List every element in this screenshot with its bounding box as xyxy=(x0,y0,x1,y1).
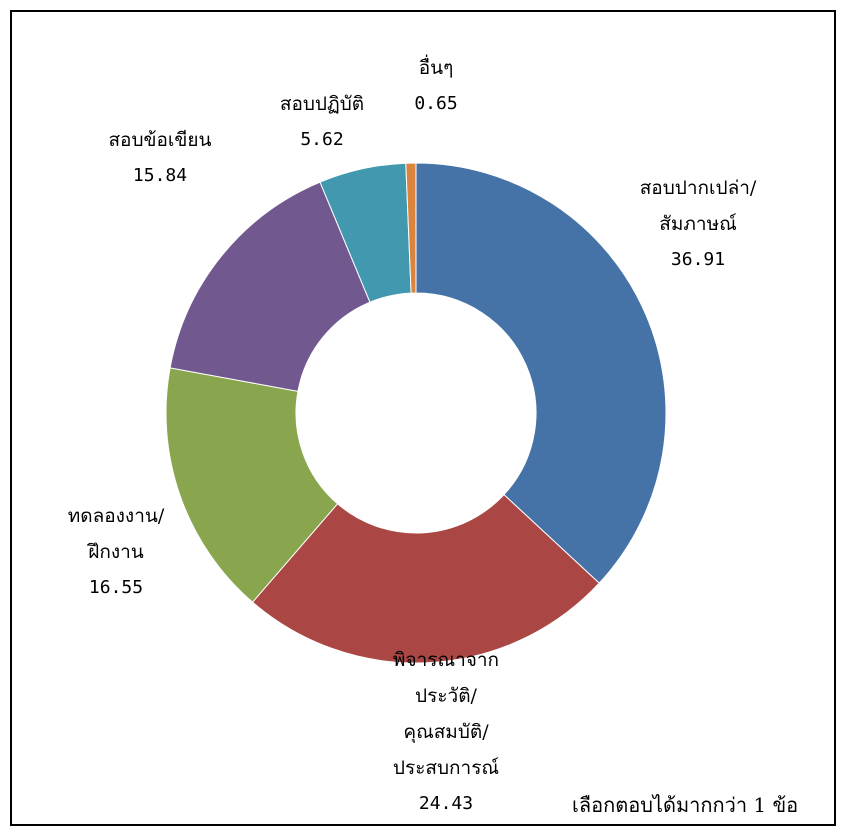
data-label-3-line-1: ทดลองงาน/ xyxy=(67,505,165,527)
data-label-2-line-3: คุณสมบัติ/ xyxy=(403,721,489,743)
data-label-4: สอบข้อเขียน 15.84 xyxy=(108,122,211,194)
donut-slice-1 xyxy=(415,162,667,584)
data-label-6-value: 0.65 xyxy=(414,93,458,114)
data-label-2-line-4: ประสบการณ์ xyxy=(392,757,500,779)
data-label-2-value: 24.43 xyxy=(418,793,474,814)
data-label-1-line-1: สอบปากเปล่า/ xyxy=(639,177,757,199)
donut-slice-3 xyxy=(165,367,339,603)
data-label-2-line-1: พิจารณาจาก xyxy=(392,649,500,671)
data-label-6-line-1: อื่นๆ xyxy=(418,57,454,79)
data-label-3: ทดลองงาน/ฝึกงาน 16.55 xyxy=(68,498,165,606)
donut-slice-6 xyxy=(405,162,417,294)
chart-frame xyxy=(10,10,836,826)
data-label-1-line-2: สัมภาษณ์ xyxy=(659,213,737,235)
donut-slices xyxy=(165,162,667,664)
data-label-3-line-2: ฝึกงาน xyxy=(88,541,144,563)
data-label-1: สอบปากเปล่า/สัมภาษณ์ 36.91 xyxy=(640,170,757,278)
data-label-6: อื่นๆ 0.65 xyxy=(414,50,457,122)
data-label-2-line-2: ประวัติ/ xyxy=(415,685,477,707)
footnote: เลือกตอบได้มากกว่า 1 ข้อ xyxy=(572,793,799,817)
data-label-2: พิจารณาจากประวัติ/ คุณสมบัติ/ ประสบการณ์ 24… xyxy=(393,642,499,822)
data-label-1-value: 36.91 xyxy=(670,249,726,270)
donut-slice-4 xyxy=(169,181,371,392)
data-label-5: สอบปฏิบัติ 5.62 xyxy=(280,86,364,158)
data-label-3-value: 16.55 xyxy=(88,577,144,598)
data-label-4-line-1: สอบข้อเขียน xyxy=(108,129,212,151)
data-label-5-value: 5.62 xyxy=(300,129,344,150)
donut-slice-2 xyxy=(251,493,600,664)
data-label-5-line-1: สอบปฏิบัติ xyxy=(279,93,365,115)
data-label-4-value: 15.84 xyxy=(132,165,188,186)
